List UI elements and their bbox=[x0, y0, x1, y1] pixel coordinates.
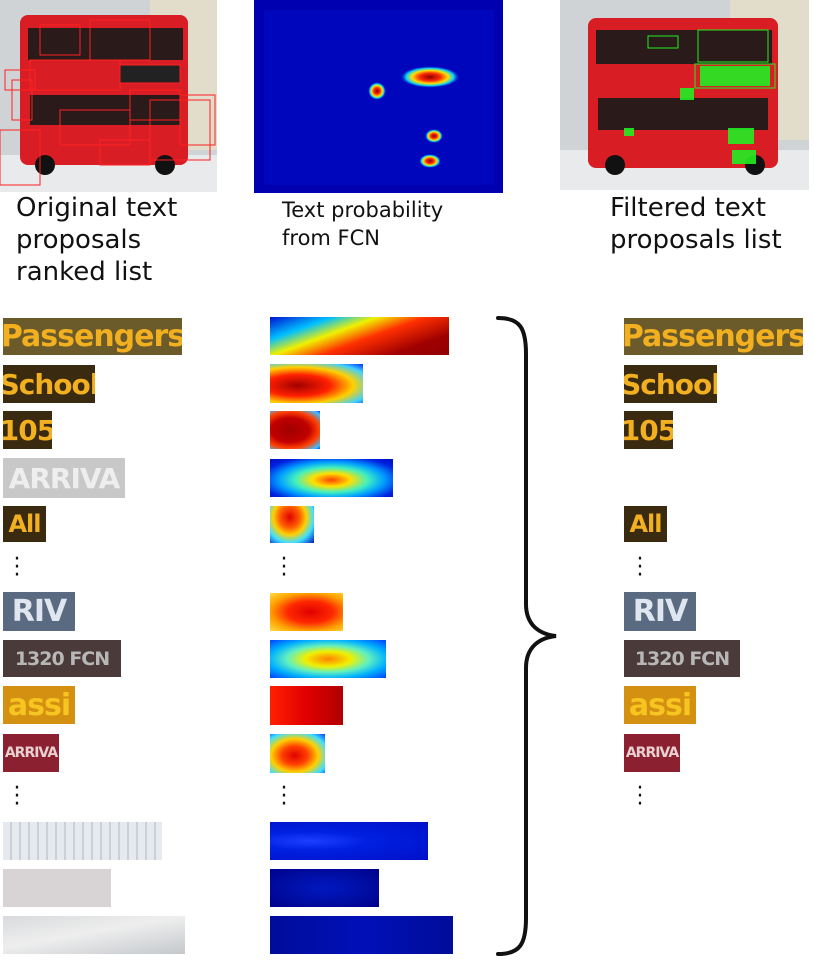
bus-image-original-proposals bbox=[0, 0, 217, 192]
probability-map bbox=[270, 506, 314, 543]
filtered-proposal-crop: 105 bbox=[624, 411, 673, 449]
proposal-crop-text: RIV bbox=[632, 594, 688, 629]
caption-line: ranked list bbox=[16, 257, 153, 287]
proposal-crop bbox=[3, 916, 185, 954]
caption-original-proposals: Original text proposals ranked list bbox=[16, 192, 177, 288]
filtered-proposal-crop: Passengers bbox=[624, 318, 803, 355]
probability-map bbox=[270, 822, 428, 860]
proposal-crop: 105 bbox=[3, 411, 52, 449]
proposal-crop-text: School bbox=[3, 367, 95, 401]
proposal-crop: School bbox=[3, 365, 95, 403]
probability-map bbox=[270, 317, 449, 355]
probability-map bbox=[270, 459, 393, 497]
filtered-proposal-crop: 1320 FCN bbox=[624, 640, 740, 677]
probability-map bbox=[270, 734, 325, 773]
right-curly-brace-icon bbox=[494, 314, 560, 958]
proposal-crop-text: Passengers bbox=[3, 319, 182, 354]
probability-map bbox=[270, 364, 363, 403]
probability-map bbox=[270, 916, 453, 954]
proposal-crop: ARRIVA bbox=[3, 458, 125, 498]
proposal-crop-text: School bbox=[624, 367, 717, 401]
vertical-ellipsis-icon: · · · bbox=[13, 547, 21, 588]
caption-line: proposals bbox=[16, 225, 142, 255]
proposal-crop: RIV bbox=[3, 592, 75, 631]
filtered-proposal-crop: ARRIVA bbox=[624, 734, 680, 772]
proposal-crop-text: 105 bbox=[3, 413, 52, 447]
bus-photo-with-green-boxes bbox=[560, 0, 809, 190]
proposal-crop: Passengers bbox=[3, 318, 182, 355]
proposal-crop-text: ARRIVA bbox=[4, 745, 58, 761]
proposal-crop bbox=[3, 869, 111, 907]
proposal-crop-text: 105 bbox=[624, 413, 673, 447]
proposal-crop-text: ARRIVA bbox=[625, 745, 679, 761]
heatmap-image bbox=[254, 0, 503, 193]
proposal-crop-text: All bbox=[629, 510, 662, 538]
caption-line: proposals list bbox=[610, 225, 782, 255]
vertical-ellipsis-icon: · · · bbox=[280, 776, 288, 817]
proposal-crop: assi bbox=[3, 686, 75, 724]
caption-line: Text probability bbox=[282, 198, 444, 222]
proposal-crop-text: 1320 FCN bbox=[14, 647, 110, 670]
caption-line: Original text bbox=[16, 193, 178, 223]
proposal-crop-text: 1320 FCN bbox=[634, 647, 730, 670]
proposal-crop-text: assi bbox=[7, 687, 71, 723]
vertical-ellipsis-icon: · · · bbox=[636, 547, 644, 588]
probability-map bbox=[270, 686, 343, 725]
probability-map bbox=[270, 411, 320, 449]
proposal-crop bbox=[3, 822, 162, 860]
caption-text-probability: Text probability from FCN bbox=[282, 196, 443, 252]
proposal-crop: ARRIVA bbox=[3, 734, 59, 772]
probability-map bbox=[270, 593, 343, 631]
proposal-crop-text: assi bbox=[628, 687, 692, 723]
filtered-proposal-crop: School bbox=[624, 365, 717, 403]
vertical-ellipsis-icon: · · · bbox=[636, 776, 644, 817]
proposal-crop: 1320 FCN bbox=[3, 640, 121, 677]
probability-map bbox=[270, 640, 386, 678]
proposal-crop-text: Passengers bbox=[624, 319, 803, 354]
caption-line: from FCN bbox=[282, 226, 380, 250]
vertical-ellipsis-icon: · · · bbox=[280, 547, 288, 588]
vertical-ellipsis-icon: · · · bbox=[13, 776, 21, 817]
bus-photo-with-red-boxes bbox=[0, 0, 217, 192]
caption-line: Filtered text bbox=[610, 193, 766, 223]
filtered-proposal-crop: assi bbox=[624, 686, 696, 724]
proposal-crop: All bbox=[3, 506, 46, 542]
proposal-crop-text: ARRIVA bbox=[8, 461, 121, 495]
proposal-crop-text: All bbox=[8, 510, 41, 538]
probability-map bbox=[270, 869, 379, 907]
fcn-probability-heatmap bbox=[254, 0, 503, 193]
caption-filtered-proposals: Filtered text proposals list bbox=[610, 192, 782, 256]
filtered-proposal-crop: All bbox=[624, 506, 667, 542]
proposal-crop-text: RIV bbox=[11, 594, 67, 629]
brace-shape bbox=[496, 316, 557, 956]
bus-image-filtered-proposals bbox=[560, 0, 809, 190]
filtered-proposal-crop: RIV bbox=[624, 592, 696, 631]
